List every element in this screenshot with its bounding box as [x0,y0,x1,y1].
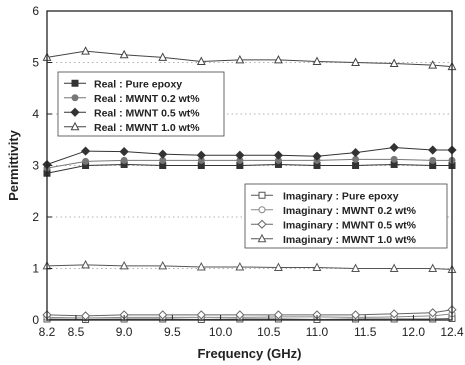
data-point [119,49,129,59]
data-point [81,259,90,269]
legend-marker [257,233,267,243]
legend-label: Real : MWNT 0.5 wt% [94,107,200,119]
data-point [196,261,206,271]
axis-ticks: 8.2 8.5 9.0 9.5 10.0 10.5 11.0 11.5 12.0 12.4 0 1 2 3… [32,4,464,339]
y-tick-label: 4 [32,107,39,121]
series [43,160,456,177]
legend: Imaginary : Pure epoxy Imaginary : MWNT 0… [244,183,448,249]
data-point [428,308,438,318]
data-point [389,58,399,68]
data-point [350,148,361,158]
legend-label: Imaginary : MWNT 1.0 wt% [283,234,417,246]
series [42,259,457,274]
data-point [390,155,398,163]
data-point [389,309,399,319]
data-point [312,262,322,271]
series-line [46,264,453,271]
data-point [351,263,360,272]
legend-label: Real : MWNT 0.2 wt% [94,93,200,105]
data-point [119,260,129,270]
y-tick-label: 2 [32,210,39,224]
series-line [46,146,452,165]
legend-label: Imaginary : MWNT 0.2 wt% [283,205,417,217]
y-tick-label: 0 [32,313,39,327]
legend-marker [71,79,79,87]
y-tick-label: 1 [32,262,39,276]
x-tick-label: 8.2 [39,325,56,339]
series [42,46,457,71]
data-point [429,156,437,164]
x-tick-label: 8.5 [68,325,85,339]
data-point [352,162,360,169]
data-point [274,262,283,271]
x-tick-label: 12.4 [440,325,464,339]
data-point [274,54,283,64]
data-point [81,46,90,55]
data-point [120,156,128,164]
x-tick-label: 10.0 [209,325,233,339]
data-point [196,150,206,160]
series-line [46,50,453,68]
y-tick-label: 3 [32,159,39,173]
data-point [389,142,399,153]
data-point [119,146,129,157]
legend: Real : Pure epoxy Real : MWNT 0.2 wt% Real… [57,71,225,137]
data-point [158,310,168,320]
y-tick-label: 6 [32,4,39,18]
x-tick-label: 10.5 [257,325,281,339]
data-point [158,52,168,61]
legend-label: Imaginary : MWNT 0.5 wt% [283,219,417,231]
legend-marker [70,121,80,131]
data-point [312,151,322,161]
data-point [82,157,90,165]
legend-marker [71,94,79,102]
data-point [80,146,91,156]
data-point [158,149,168,159]
x-tick-label: 9.5 [164,325,181,339]
data-point [428,263,438,272]
legend-marker [258,191,266,199]
y-axis-title: Permittivity [6,129,21,201]
legend-marker [258,206,266,214]
series-line [46,317,453,320]
legend-label: Real : MWNT 1.0 wt% [94,122,200,134]
data-point [158,260,168,270]
legend-marker [70,107,80,117]
legend-marker [257,219,267,229]
legend-frame [57,71,225,137]
series-line [46,163,452,174]
legend-label: Imaginary : Pure epoxy [283,190,399,202]
data-point [235,310,245,320]
data-point [389,263,399,272]
data-point [350,310,361,320]
data-point [273,150,284,160]
data-point [312,56,322,65]
data-point [428,145,438,155]
series-line [46,158,452,169]
legends: Real : Pure epoxy Real : MWNT 0.2 wt% Real… [57,71,448,249]
data-point [235,54,245,64]
data-point [428,60,438,69]
y-tick-label: 5 [32,56,39,70]
data-point [235,261,245,271]
data-point [273,310,284,320]
data-point [235,150,245,160]
x-axis-title: Frequency (GHz) [197,346,301,361]
data-point [196,56,206,65]
x-tick-label: 12.0 [402,325,426,339]
x-tick-label: 9.0 [116,325,133,339]
data-point [196,310,206,320]
legend-label: Real : Pure epoxy [94,78,182,90]
data-point [351,57,360,66]
series-line [46,313,453,319]
x-tick-label: 11.5 [354,325,377,339]
x-tick-label: 11.0 [306,325,329,339]
legend-frame [244,183,448,249]
series-line [46,309,453,317]
